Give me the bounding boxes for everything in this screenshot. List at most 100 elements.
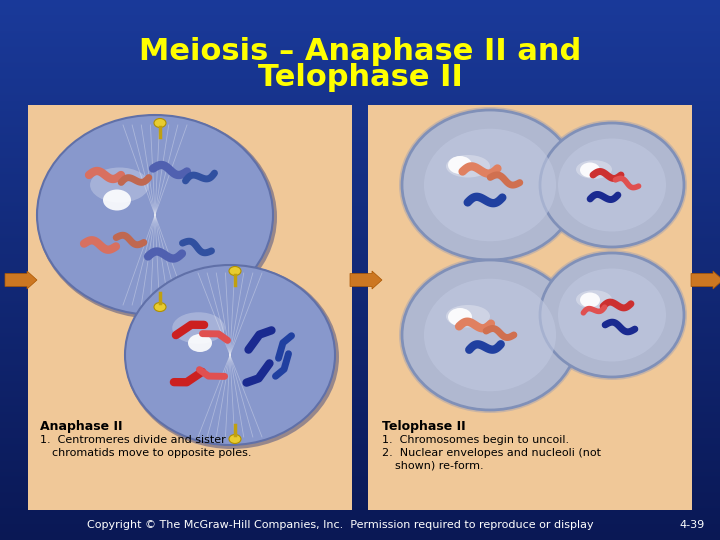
Bar bbox=[0, 516, 720, 517]
Bar bbox=[0, 225, 720, 226]
Bar bbox=[0, 279, 720, 280]
Bar bbox=[0, 198, 720, 199]
Bar bbox=[0, 207, 720, 208]
Bar bbox=[0, 295, 720, 296]
Bar bbox=[0, 148, 720, 149]
Bar bbox=[0, 517, 720, 518]
Bar bbox=[0, 118, 720, 119]
Bar bbox=[0, 196, 720, 197]
Bar bbox=[0, 296, 720, 297]
Bar bbox=[0, 311, 720, 312]
Ellipse shape bbox=[576, 290, 612, 309]
Ellipse shape bbox=[558, 268, 666, 361]
Bar bbox=[0, 474, 720, 475]
Bar bbox=[0, 342, 720, 343]
Bar bbox=[0, 32, 720, 33]
Bar bbox=[0, 143, 720, 144]
Bar bbox=[0, 469, 720, 470]
Bar bbox=[0, 511, 720, 512]
Bar bbox=[0, 112, 720, 113]
Text: 2.  Nuclear envelopes and nucleoli (not: 2. Nuclear envelopes and nucleoli (not bbox=[382, 448, 601, 458]
Bar bbox=[0, 157, 720, 158]
Bar bbox=[0, 407, 720, 408]
Bar bbox=[0, 211, 720, 212]
Bar bbox=[0, 139, 720, 140]
Bar bbox=[0, 30, 720, 31]
Bar bbox=[0, 396, 720, 397]
Bar bbox=[0, 442, 720, 443]
Bar bbox=[0, 219, 720, 220]
Bar bbox=[0, 455, 720, 456]
Bar bbox=[0, 21, 720, 22]
Bar bbox=[0, 62, 720, 63]
Bar bbox=[0, 181, 720, 182]
Bar bbox=[0, 209, 720, 210]
Bar bbox=[0, 320, 720, 321]
Bar bbox=[0, 437, 720, 438]
Bar bbox=[0, 177, 720, 178]
Bar bbox=[0, 255, 720, 256]
Bar bbox=[0, 152, 720, 153]
Bar bbox=[0, 524, 720, 525]
Bar bbox=[0, 144, 720, 145]
Bar bbox=[0, 452, 720, 453]
Bar bbox=[0, 85, 720, 86]
Ellipse shape bbox=[229, 435, 241, 443]
Bar bbox=[0, 146, 720, 147]
Bar bbox=[0, 169, 720, 170]
Bar bbox=[0, 97, 720, 98]
Text: chromatids move to opposite poles.: chromatids move to opposite poles. bbox=[52, 448, 251, 458]
Text: Telophase II: Telophase II bbox=[258, 64, 462, 92]
Bar bbox=[0, 172, 720, 173]
Bar bbox=[0, 465, 720, 466]
Bar bbox=[0, 375, 720, 376]
Bar bbox=[0, 200, 720, 201]
Bar bbox=[0, 536, 720, 537]
Bar bbox=[0, 404, 720, 405]
Bar bbox=[0, 174, 720, 175]
Bar bbox=[0, 446, 720, 447]
Bar bbox=[0, 35, 720, 36]
Bar bbox=[0, 26, 720, 27]
Bar bbox=[0, 409, 720, 410]
Bar bbox=[0, 378, 720, 379]
Bar bbox=[0, 165, 720, 166]
Bar bbox=[0, 370, 720, 371]
Bar bbox=[0, 221, 720, 222]
Bar bbox=[0, 224, 720, 225]
Bar bbox=[0, 358, 720, 359]
Bar bbox=[0, 6, 720, 7]
Bar bbox=[0, 281, 720, 282]
Bar bbox=[0, 477, 720, 478]
Bar bbox=[0, 205, 720, 206]
Bar bbox=[0, 433, 720, 434]
Bar bbox=[0, 74, 720, 75]
Bar bbox=[0, 41, 720, 42]
Bar bbox=[0, 534, 720, 535]
Bar bbox=[0, 537, 720, 538]
Bar bbox=[0, 526, 720, 527]
Bar bbox=[0, 490, 720, 491]
Bar bbox=[0, 178, 720, 179]
Bar bbox=[0, 119, 720, 120]
Bar bbox=[0, 38, 720, 39]
Bar bbox=[0, 223, 720, 224]
Ellipse shape bbox=[399, 257, 581, 413]
Text: Copyright © The McGraw-Hill Companies, Inc.  Permission required to reproduce or: Copyright © The McGraw-Hill Companies, I… bbox=[86, 520, 593, 530]
Bar bbox=[0, 213, 720, 214]
Bar bbox=[0, 244, 720, 245]
Bar bbox=[0, 232, 720, 233]
Bar bbox=[0, 322, 720, 323]
Bar bbox=[0, 274, 720, 275]
Bar bbox=[0, 189, 720, 190]
Bar bbox=[0, 387, 720, 388]
Bar bbox=[0, 173, 720, 174]
Bar bbox=[0, 359, 720, 360]
Bar bbox=[0, 46, 720, 47]
Bar bbox=[0, 203, 720, 204]
Bar bbox=[0, 462, 720, 463]
Bar bbox=[0, 7, 720, 8]
Bar bbox=[0, 331, 720, 332]
Bar bbox=[0, 19, 720, 20]
Bar bbox=[0, 130, 720, 131]
